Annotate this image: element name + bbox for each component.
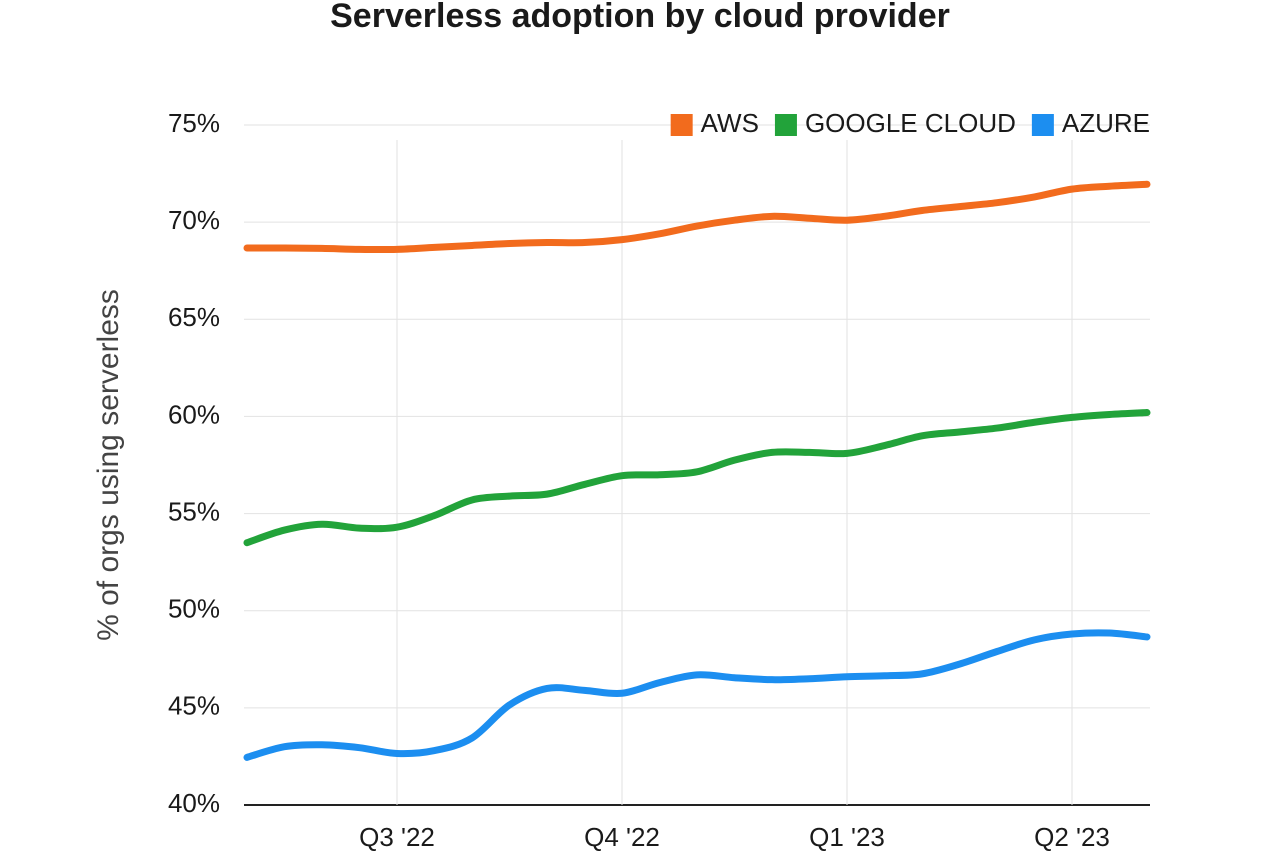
legend-swatch	[774, 114, 797, 136]
y-tick-label: 50%	[168, 594, 220, 624]
legend-label: AWS	[701, 108, 759, 138]
y-axis-label: % of orgs using serverless	[92, 289, 125, 641]
chart-title: Serverless adoption by cloud provider	[330, 0, 950, 35]
x-tick-label: Q4 '22	[584, 822, 660, 852]
legend-label: GOOGLE CLOUD	[805, 108, 1016, 138]
y-tick-label: 75%	[168, 108, 220, 138]
x-tick-label: Q1 '23	[809, 822, 885, 852]
x-tick-label: Q2 '23	[1034, 822, 1110, 852]
y-tick-label: 70%	[168, 205, 220, 235]
legend-label: AZURE	[1062, 108, 1150, 138]
y-tick-label: 45%	[168, 691, 220, 721]
y-tick-label: 60%	[168, 399, 220, 429]
series-line	[243, 180, 1151, 254]
legend: AZURE GOOGLE CLOUD AWS	[670, 108, 1150, 138]
y-tick-label: 55%	[168, 496, 220, 526]
legend-swatch	[1031, 114, 1054, 136]
legend-swatch	[670, 114, 693, 136]
x-tick-label: Q3 '22	[359, 822, 435, 852]
y-tick-label: 65%	[168, 302, 220, 332]
series-line	[243, 629, 1151, 761]
series-line	[243, 409, 1151, 547]
y-tick-label: 40%	[168, 788, 220, 818]
